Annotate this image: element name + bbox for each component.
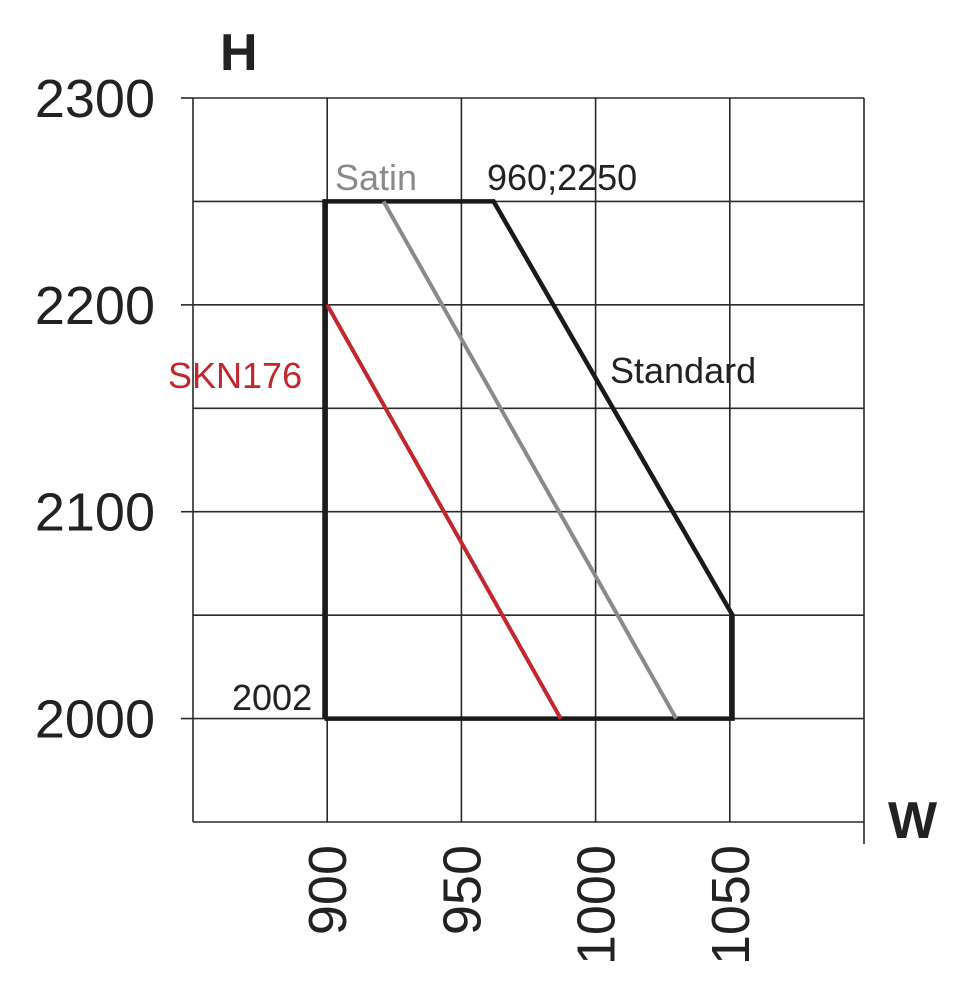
series-line-skn176 bbox=[325, 303, 563, 720]
x-tick-label: 1050 bbox=[701, 845, 761, 965]
y-axis-title: H bbox=[220, 24, 258, 82]
series-group bbox=[322, 199, 735, 721]
grid bbox=[181, 97, 865, 844]
annotation-satin: Satin bbox=[335, 157, 417, 198]
tick-labels: 2000 2100 2200 2300 900 950 1000 1050 bbox=[35, 69, 761, 965]
x-tick-label: 1000 bbox=[567, 845, 627, 965]
y-tick-label: 2100 bbox=[35, 483, 155, 543]
x-tick-label: 900 bbox=[298, 845, 358, 935]
series-line-standard bbox=[322, 199, 735, 721]
annotation-corner-point: 960;2250 bbox=[487, 157, 637, 198]
annotation-skn176: SKN176 bbox=[168, 355, 302, 396]
y-tick-label: 2300 bbox=[35, 69, 155, 129]
y-tick-label: 2200 bbox=[35, 276, 155, 336]
series-line-satin bbox=[381, 200, 678, 720]
annotation-2002: 2002 bbox=[232, 677, 312, 718]
y-tick-label: 2000 bbox=[35, 690, 155, 750]
x-axis-title: W bbox=[888, 792, 938, 850]
x-tick-label: 950 bbox=[432, 845, 492, 935]
annotation-standard: Standard bbox=[610, 350, 756, 391]
